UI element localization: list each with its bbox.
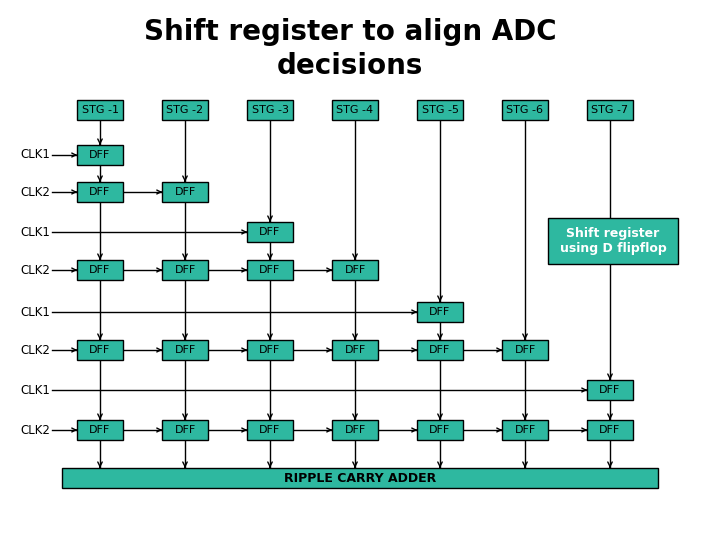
Bar [247,100,293,120]
Bar [162,100,208,120]
Bar [77,420,123,440]
Text: DFF: DFF [174,187,196,197]
Bar [587,100,633,120]
Text: DFF: DFF [89,345,111,355]
Bar [587,420,633,440]
Text: STG -2: STG -2 [166,105,204,115]
Text: DFF: DFF [89,425,111,435]
Bar [417,100,463,120]
Text: DFF: DFF [174,425,196,435]
Bar [247,420,293,440]
Text: STG -4: STG -4 [336,105,374,115]
Bar [247,340,293,360]
Bar [162,260,208,280]
Bar [548,218,678,264]
Text: CLK2: CLK2 [20,423,50,436]
Text: DFF: DFF [599,385,621,395]
Bar [332,260,378,280]
Bar [247,222,293,242]
Bar [332,420,378,440]
Bar [332,100,378,120]
Text: DFF: DFF [89,265,111,275]
Text: RIPPLE CARRY ADDER: RIPPLE CARRY ADDER [284,471,436,484]
Text: DFF: DFF [514,345,536,355]
Text: DFF: DFF [259,227,281,237]
Bar [77,182,123,202]
Bar [417,420,463,440]
Text: DFF: DFF [429,345,451,355]
Text: DFF: DFF [514,425,536,435]
Text: STG -5: STG -5 [421,105,459,115]
Bar [77,260,123,280]
Text: DFF: DFF [174,345,196,355]
Bar [502,100,548,120]
Text: DFF: DFF [344,265,366,275]
Bar [417,340,463,360]
Bar [587,380,633,400]
Bar [247,260,293,280]
Text: STG -3: STG -3 [251,105,289,115]
Text: DFF: DFF [89,150,111,160]
Text: STG -1: STG -1 [81,105,119,115]
Text: DFF: DFF [429,425,451,435]
Text: DFF: DFF [344,345,366,355]
Text: DFF: DFF [259,265,281,275]
Bar [162,420,208,440]
Text: CLK1: CLK1 [20,306,50,319]
Bar [502,420,548,440]
Text: Shift register to align ADC: Shift register to align ADC [144,18,557,46]
Text: CLK1: CLK1 [20,226,50,239]
Bar [332,340,378,360]
Text: CLK2: CLK2 [20,186,50,199]
Text: STG -7: STG -7 [591,105,629,115]
Bar [77,145,123,165]
Text: DFF: DFF [174,265,196,275]
Text: DFF: DFF [259,345,281,355]
Bar [162,182,208,202]
Bar [502,340,548,360]
Text: decisions: decisions [276,52,423,80]
Text: DFF: DFF [344,425,366,435]
Text: DFF: DFF [89,187,111,197]
Bar [417,302,463,322]
Text: CLK1: CLK1 [20,148,50,161]
Text: DFF: DFF [599,425,621,435]
Text: STG -6: STG -6 [506,105,544,115]
Text: DFF: DFF [429,307,451,317]
Text: CLK1: CLK1 [20,383,50,396]
Bar [162,340,208,360]
Bar [77,340,123,360]
Text: Shift register
using D flipflop: Shift register using D flipflop [559,227,667,255]
Bar [77,100,123,120]
Text: CLK2: CLK2 [20,264,50,276]
Text: DFF: DFF [259,425,281,435]
Bar [62,468,658,488]
Text: CLK2: CLK2 [20,343,50,356]
